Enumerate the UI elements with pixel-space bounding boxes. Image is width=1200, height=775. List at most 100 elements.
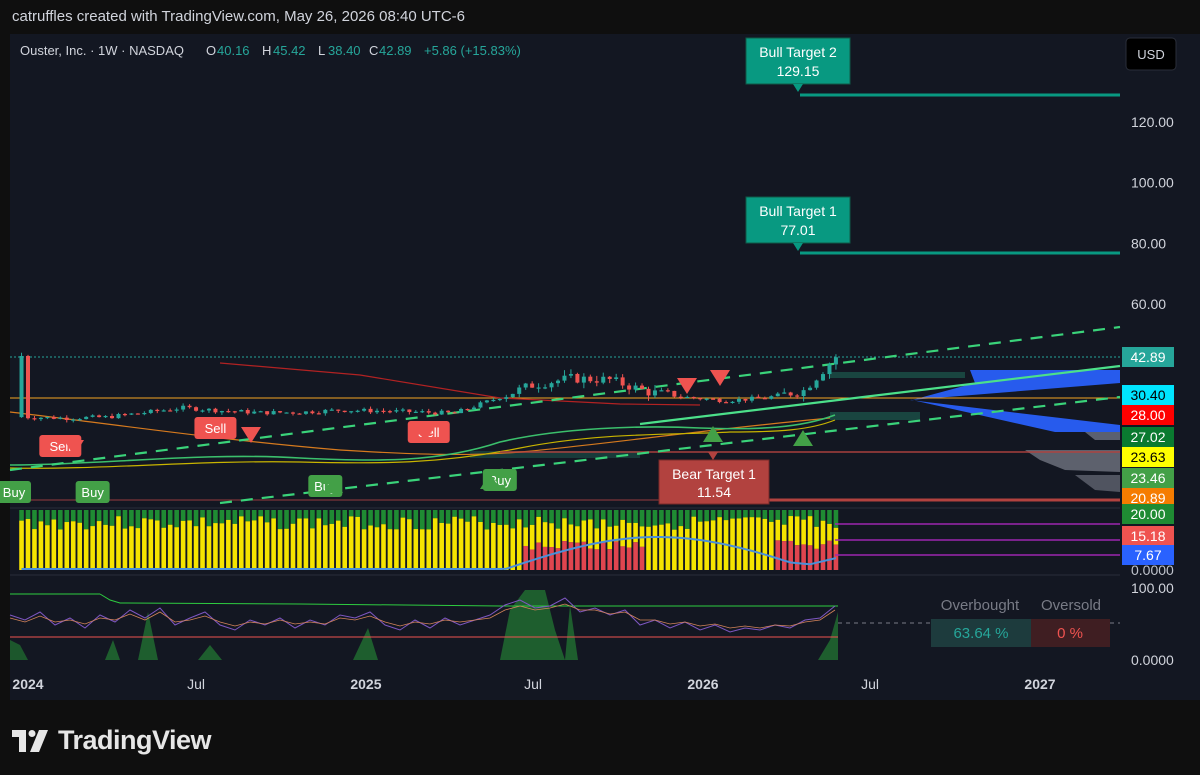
candle-body [568,373,573,376]
candle-body [756,396,761,399]
time-axis: 2024 Jul 2025 Jul 2026 Jul 2027 [12,676,1055,692]
osc1-bar-yellow [96,521,102,570]
osc1-bar-green [238,510,244,517]
buy-triangle-marker [480,473,500,489]
osc1-bar-yellow [200,517,205,570]
candle-body [775,393,780,397]
osc1-bar-green [794,510,800,517]
bull-target-1-label: Bull Target 1 77.01 [745,196,851,251]
osc1-bar-yellow [652,525,658,570]
rsi-table: Overbought Oversold 63.64 % 0 % [931,597,1110,647]
osc1-bar-yellow [70,521,76,570]
osc1-axis-zero: 0.0000 [1131,562,1174,578]
candle-body [77,419,82,421]
osc1-bar-green [64,510,70,523]
candle-body [549,383,554,388]
osc1-bar-yellow [394,529,399,570]
osc1-bar-green [684,510,690,529]
osc1-bar-yellow [626,522,632,548]
osc1-bar-green [814,510,819,527]
osc1-bar-yellow [264,522,270,570]
candle-body [252,411,257,414]
overbought-cell [931,619,1031,647]
osc1-bar-green [639,510,645,527]
currency-button[interactable] [1125,37,1177,71]
osc1-bar-green [316,510,322,519]
candle-body [691,396,696,399]
osc1-bar-yellow [794,516,800,546]
candle-body [232,411,237,413]
candle-body [471,407,476,410]
time-axis-tick: Jul [524,676,542,692]
osc1-bar-green [310,510,315,529]
osc1-bar-yellow [32,529,37,570]
candle-body [226,411,231,413]
osc1-bar-yellow [458,518,464,570]
osc1-bar-red [555,548,561,570]
candle-body [736,398,741,402]
osc1-bar-yellow [775,519,781,541]
osc1-bar-yellow [284,528,289,570]
candle-body [795,395,800,397]
osc1-bar-green [568,510,574,525]
candle-body [426,411,431,413]
chart-canvas[interactable]: Ouster, Inc. · 1W · NASDAQ O 40.16 H 45.… [0,34,1200,700]
rsi-area [565,605,578,660]
buy-triangle-marker [793,430,813,446]
bull-target-1-value: 77.01 [780,222,815,238]
candle-body [827,364,832,375]
candle-body [349,411,354,413]
candle-body [206,408,211,411]
osc1-bar-green [38,510,44,522]
osc1-bar-yellow [381,524,386,570]
candle-body [316,413,321,415]
osc1-bar-green [510,510,516,529]
candle-body [575,373,580,383]
tradingview-logo[interactable]: TradingView [12,725,212,756]
osc1-bar-green [284,510,289,529]
candle-body [769,396,774,399]
osc1-bar-yellow [297,518,302,570]
osc1-bar-green [226,510,231,520]
osc1-bar-green [775,510,781,520]
legend-change: +5.86 (+15.83%) [424,43,521,58]
osc1-bar-yellow [439,522,444,570]
time-axis-tick: Jul [861,676,879,692]
candle-body [213,408,218,413]
osc1-bar-green [142,510,147,519]
candle-body [588,376,593,382]
osc1-bar-green [536,510,541,517]
candle-body [336,409,341,411]
osc1-bar-yellow [161,527,167,570]
candle-body [556,380,561,384]
osc1-bar-green [581,510,587,521]
osc1-bar-yellow [749,517,755,570]
osc1-bar-yellow [77,522,83,570]
buy-triangle-marker [323,477,343,493]
osc1-bar-yellow [613,525,619,542]
osc1-bar-red [827,540,832,570]
osc1-bar-green [730,510,735,519]
osc1-bar-yellow [154,520,160,570]
osc1-bar-green [549,510,554,524]
osc1-bar-yellow [374,527,380,570]
osc1-bar-green [245,510,251,522]
osc1-bar-yellow [510,528,516,570]
price-tag-box [1122,405,1174,425]
osc1-bar-yellow [19,520,24,570]
osc1-bar-green [154,510,160,521]
osc1-bar-yellow [226,519,231,570]
sell-triangle-marker [677,378,697,394]
osc1-bar-green [562,510,567,519]
candle-body [38,417,43,420]
candle-body [245,410,250,414]
candle-body [530,383,535,388]
osc1-bar-yellow [807,516,813,546]
candle-body [510,393,515,398]
attribution-bar: catruffles created with TradingView.com,… [0,0,1200,34]
candle-body [581,376,586,383]
candle-body [711,398,716,400]
osc1-bar-green [206,510,212,527]
moving-average-yellow [9,419,836,469]
osc1-bar-yellow [684,528,690,570]
